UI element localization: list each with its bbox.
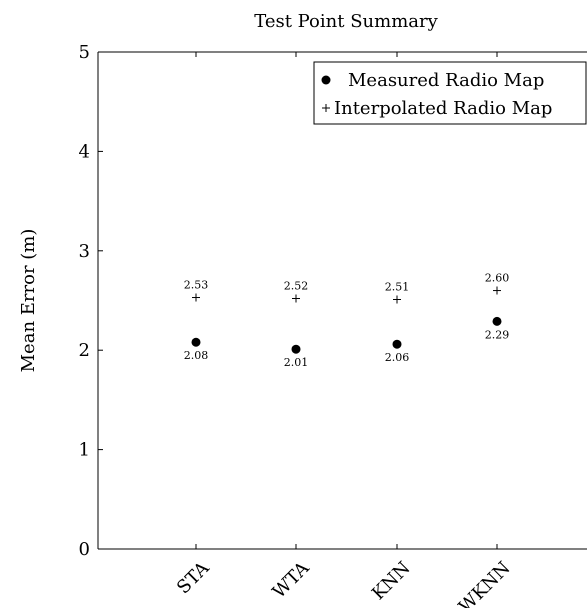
legend-entry: Interpolated Radio Map (334, 98, 552, 119)
y-tick-label: 4 (79, 141, 90, 162)
measured-point (191, 337, 201, 347)
y-tick-label: 0 (79, 539, 90, 560)
x-tick-label: KNN (368, 558, 415, 605)
axes (97, 51, 587, 550)
measured-value-label: 2.06 (385, 351, 410, 364)
x-tick-label: WTA (269, 557, 315, 603)
interpolated-point (393, 295, 401, 304)
legend: Measured Radio Map Interpolated Radio Map (313, 61, 587, 125)
legend-box (313, 61, 587, 125)
measured-value-label: 2.08 (184, 349, 209, 362)
y-tick-label: 1 (79, 440, 90, 461)
y-tick-label: 3 (79, 241, 90, 262)
interpolated-value-label: 2.60 (485, 272, 510, 285)
interpolated-point (192, 293, 200, 302)
legend-dot-icon (321, 75, 331, 85)
measured-point (492, 316, 502, 326)
y-axis-label: Mean Error (m) (18, 229, 39, 373)
interpolated-value-label: 2.51 (385, 281, 410, 294)
interpolated-value-label: 2.52 (284, 280, 309, 293)
y-tick-label: 5 (79, 42, 90, 63)
interpolated-point (493, 286, 501, 295)
measured-point (291, 344, 301, 354)
measured-point (392, 339, 402, 349)
x-tick-label: STA (173, 557, 214, 598)
legend-plus-icon (322, 104, 330, 112)
chart-title: Test Point Summary (254, 11, 438, 32)
x-tick-label: WKNN (455, 558, 515, 608)
measured-value-label: 2.29 (485, 328, 510, 341)
interpolated-value-label: 2.53 (184, 279, 209, 292)
data-marks: 2.08 2.01 2.06 2.29 2.53 2.52 2.51 2.60 (184, 272, 510, 370)
measured-value-label: 2.01 (284, 356, 309, 369)
y-tick-label: 2 (79, 340, 90, 361)
ticks: 0 1 2 3 4 5 STA WTA KNN WKNN (79, 42, 515, 608)
interpolated-point (292, 294, 300, 303)
legend-entry: Measured Radio Map (348, 70, 544, 91)
